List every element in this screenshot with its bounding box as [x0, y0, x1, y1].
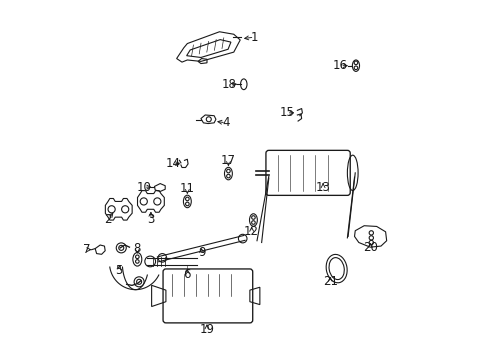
Text: 12: 12 — [244, 225, 259, 238]
Text: 13: 13 — [315, 181, 330, 194]
Text: 17: 17 — [221, 154, 235, 167]
Text: 8: 8 — [133, 242, 141, 255]
Text: 18: 18 — [222, 78, 237, 91]
Text: 10: 10 — [136, 181, 151, 194]
Text: 15: 15 — [279, 106, 293, 120]
Text: 11: 11 — [180, 183, 194, 195]
Text: 19: 19 — [199, 323, 214, 336]
Text: 4: 4 — [222, 116, 229, 129]
Text: 16: 16 — [332, 59, 347, 72]
Text: 9: 9 — [198, 246, 205, 258]
Text: 5: 5 — [115, 264, 122, 276]
Text: 21: 21 — [322, 275, 337, 288]
Text: 6: 6 — [183, 268, 191, 281]
Text: 1: 1 — [250, 31, 258, 44]
Text: 7: 7 — [82, 243, 90, 256]
Text: 3: 3 — [147, 213, 154, 226]
Text: 14: 14 — [165, 157, 180, 170]
Text: 2: 2 — [104, 213, 112, 226]
Text: 20: 20 — [362, 241, 377, 255]
